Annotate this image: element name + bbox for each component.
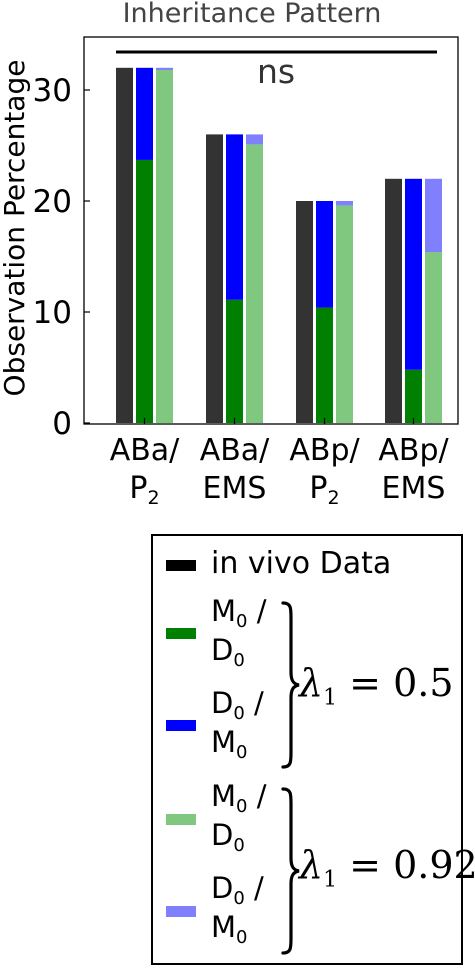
- bar-m0d0-lambda092: [425, 252, 442, 423]
- legend-label-invivo: in vivo Data: [211, 549, 391, 579]
- bar-d0m0-lambda05: [136, 68, 153, 160]
- lambda-label-a: λ1 = 0.5: [299, 664, 454, 710]
- x-tick-label: ABp/: [378, 433, 449, 468]
- chart-title: Inheritance Pattern: [123, 0, 382, 29]
- significance-label: ns: [257, 52, 295, 91]
- legend-label-m0d0-a: M0 /: [211, 597, 266, 631]
- y-tick-label: 10: [33, 295, 72, 331]
- bar-m0d0-lambda05: [316, 308, 333, 423]
- bar-d0m0-lambda05: [316, 201, 333, 308]
- legend-label-d0m0-a: D0 /: [211, 689, 264, 723]
- bar-invivo: [116, 68, 133, 423]
- x-tick-label-line2: P2: [309, 471, 339, 509]
- bar-m0d0-lambda05: [136, 160, 153, 423]
- bar-d0m0-lambda092: [156, 68, 173, 70]
- legend-swatch-d0m0-a: [166, 720, 196, 731]
- bar-m0d0-lambda05: [405, 370, 422, 423]
- legend-swatch-m0d0-b: [166, 814, 196, 825]
- bar-d0m0-lambda05: [405, 179, 422, 370]
- brace-group-b: [281, 786, 301, 956]
- legend-label-m0d0-a-line2: D0: [211, 636, 245, 670]
- legend-swatch-invivo: [166, 560, 196, 571]
- y-tick-label: 30: [33, 73, 72, 109]
- x-tick-label-line2: EMS: [382, 471, 446, 506]
- bar-d0m0-lambda05: [226, 134, 243, 299]
- x-tick-label: ABa/: [110, 433, 180, 468]
- legend-label-m0d0-b: M0 /: [211, 782, 266, 816]
- x-tick-label: ABa/: [200, 433, 270, 468]
- bar-invivo: [296, 201, 313, 423]
- y-tick-label: 0: [52, 406, 72, 442]
- x-tick-label-line2: P2: [129, 471, 159, 509]
- bar-d0m0-lambda092: [246, 134, 263, 144]
- y-axis-label: Observation Percentage: [0, 60, 31, 397]
- bar-invivo: [206, 134, 223, 423]
- legend: in vivo Data M0 / D0 D0 / M0 M0 / D0 D0 …: [151, 534, 463, 965]
- bar-m0d0-lambda05: [226, 300, 243, 423]
- bar-m0d0-lambda092: [336, 205, 353, 423]
- bar-m0d0-lambda092: [156, 70, 173, 423]
- bar-d0m0-lambda092: [425, 179, 442, 252]
- legend-label-d0m0-b-line2: M0: [211, 913, 247, 947]
- x-tick-label: ABp/: [289, 433, 360, 468]
- lambda-label-b: λ1 = 0.92: [299, 846, 475, 892]
- legend-label-d0m0-b: D0 /: [211, 874, 264, 908]
- bar-invivo: [385, 179, 402, 423]
- brace-group-a: [281, 600, 301, 770]
- x-tick-label-line2: EMS: [203, 471, 267, 506]
- legend-swatch-d0m0-b: [166, 906, 196, 917]
- y-tick-label: 20: [33, 184, 72, 220]
- bar-chart: Inheritance Pattern 0102030ABa/P2ABa/EMS…: [0, 0, 475, 530]
- bar-m0d0-lambda092: [246, 144, 263, 423]
- legend-swatch-m0d0-a: [166, 628, 196, 639]
- legend-label-m0d0-b-line2: D0: [211, 821, 245, 855]
- bar-d0m0-lambda092: [336, 201, 353, 205]
- legend-label-d0m0-a-line2: M0: [211, 728, 247, 762]
